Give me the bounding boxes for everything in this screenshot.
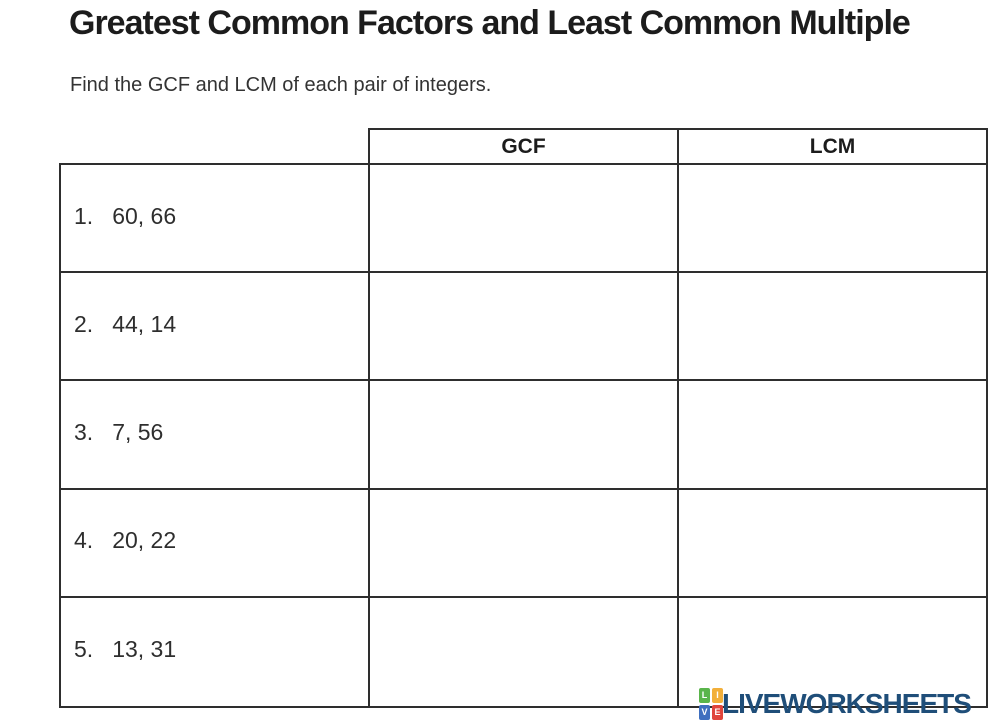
problem-number: 1.: [74, 202, 94, 229]
problem-pair: 13, 31: [112, 636, 177, 663]
logo-tile-l: L: [699, 688, 710, 703]
problem-cell-1: 1. 60, 66: [61, 165, 370, 274]
gcf-answer-cell-2[interactable]: [370, 273, 679, 382]
liveworksheets-logo-text: LIVEWORKSHEETS: [722, 688, 972, 719]
gcf-answer-cell-4[interactable]: [370, 489, 679, 598]
lcm-answer-cell-1[interactable]: [679, 165, 986, 274]
problem-number: 5.: [74, 636, 94, 663]
page-title: Greatest Common Factors and Least Common…: [69, 4, 911, 42]
problem-cell-3: 3. 7, 56: [61, 381, 370, 490]
logo-tile-i: I: [712, 688, 723, 703]
logo-tile-v: V: [699, 705, 710, 720]
problem-number: 4.: [74, 527, 94, 554]
instruction-text: Find the GCF and LCM of each pair of int…: [70, 74, 492, 96]
gcf-answer-cell-1[interactable]: [370, 165, 679, 274]
problem-cell-5: 5. 13, 31: [61, 597, 370, 706]
problem-number: 3.: [74, 418, 94, 445]
lcm-column-header: LCM: [809, 134, 856, 158]
lcm-answer-cell-2[interactable]: [679, 273, 986, 382]
problems-table: 1. 60, 66 2. 44, 14 3. 7, 56 4. 20, 22 5…: [59, 163, 988, 708]
liveworksheets-logo-icon: L I V E: [699, 688, 723, 720]
gcf-answer-cell-5[interactable]: [370, 597, 679, 706]
lcm-answer-cell-4[interactable]: [679, 490, 986, 598]
problem-cell-4: 4. 20, 22: [61, 489, 370, 598]
problem-pair: 20, 22: [112, 527, 177, 554]
gcf-column-header: GCF: [370, 130, 679, 163]
gcf-answer-cell-3[interactable]: [370, 381, 679, 490]
problem-pair: 7, 56: [112, 418, 164, 445]
problem-number: 2.: [74, 310, 94, 337]
column-header-row: GCF LCM: [368, 128, 988, 165]
lcm-answer-cell-3[interactable]: [679, 381, 986, 490]
logo-tile-e: E: [712, 705, 723, 720]
problem-pair: 60, 66: [112, 202, 177, 229]
problem-cell-2: 2. 44, 14: [61, 273, 370, 382]
problem-pair: 44, 14: [112, 310, 177, 337]
liveworksheets-logo[interactable]: L I V E LIVEWORKSHEETS: [699, 687, 972, 720]
